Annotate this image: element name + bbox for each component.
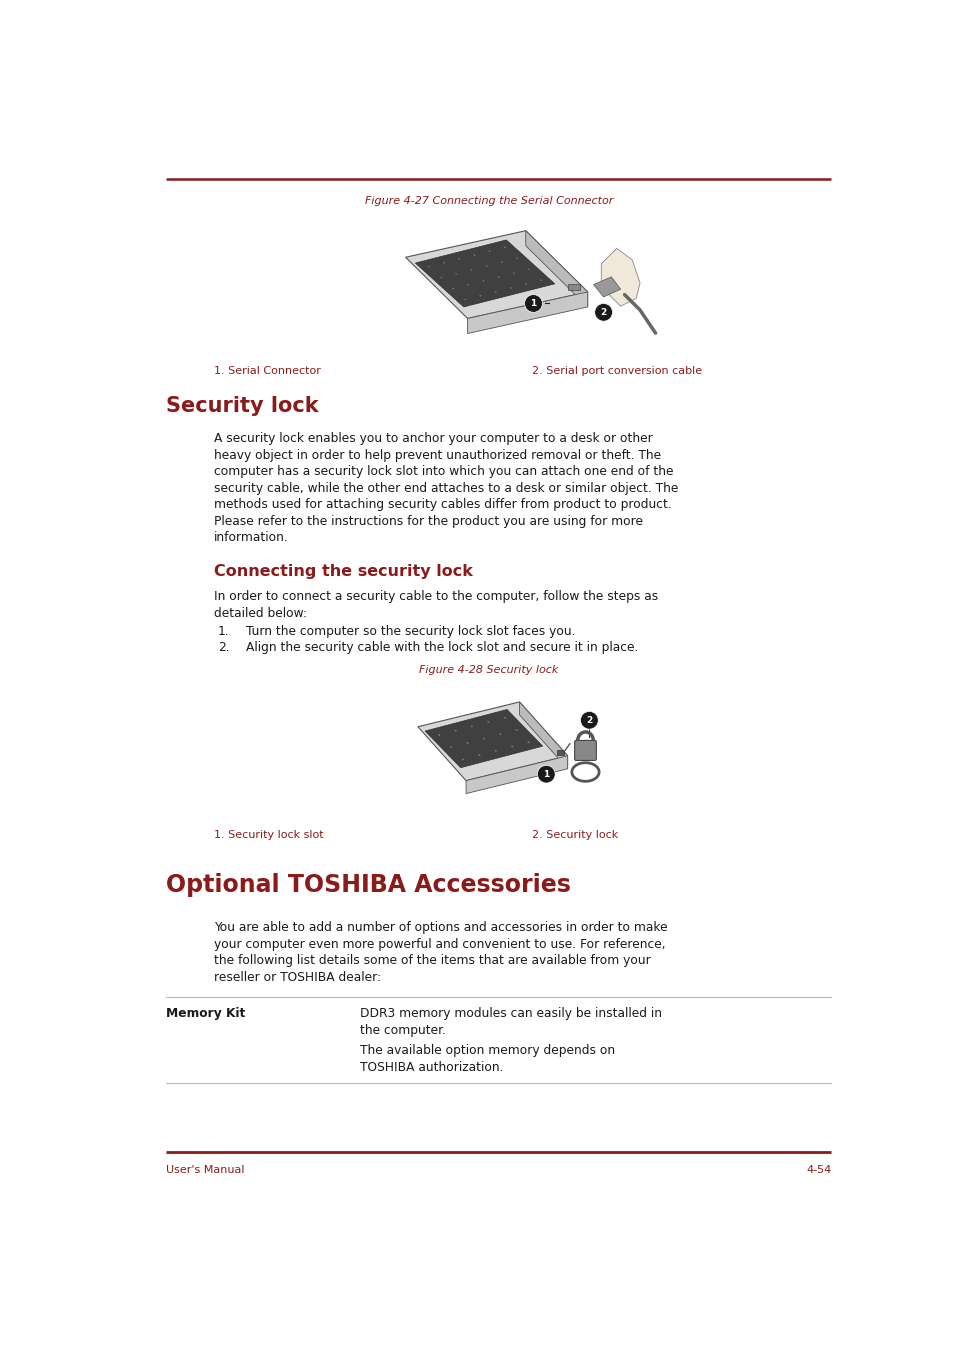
Text: heavy object in order to help prevent unauthorized removal or theft. The: heavy object in order to help prevent un… (213, 449, 660, 461)
Text: Optional TOSHIBA Accessories: Optional TOSHIBA Accessories (166, 873, 570, 897)
Text: the following list details some of the items that are available from your: the following list details some of the i… (213, 954, 650, 967)
Text: 4-54: 4-54 (805, 1165, 831, 1176)
Polygon shape (467, 292, 587, 334)
Polygon shape (519, 702, 567, 769)
Text: security cable, while the other end attaches to a desk or similar object. The: security cable, while the other end atta… (213, 482, 678, 495)
Text: In order to connect a security cable to the computer, follow the steps as: In order to connect a security cable to … (213, 590, 658, 603)
Text: 1. Security lock slot: 1. Security lock slot (213, 830, 323, 841)
Polygon shape (593, 277, 620, 297)
Text: Security lock: Security lock (166, 397, 318, 416)
Text: Connecting the security lock: Connecting the security lock (213, 564, 472, 578)
FancyBboxPatch shape (574, 741, 596, 760)
Polygon shape (425, 709, 542, 768)
Text: 2. Security lock: 2. Security lock (531, 830, 618, 841)
Text: 1: 1 (542, 769, 549, 779)
FancyBboxPatch shape (557, 751, 563, 756)
Text: Figure 4-28 Security lock: Figure 4-28 Security lock (418, 664, 558, 675)
Text: A security lock enables you to anchor your computer to a desk or other: A security lock enables you to anchor yo… (213, 432, 652, 445)
Text: Please refer to the instructions for the product you are using for more: Please refer to the instructions for the… (213, 515, 642, 527)
Text: methods used for attaching security cables differ from product to product.: methods used for attaching security cabl… (213, 498, 671, 511)
Text: Memory Kit: Memory Kit (166, 1007, 245, 1021)
Polygon shape (525, 231, 587, 307)
Text: Turn the computer so the security lock slot faces you.: Turn the computer so the security lock s… (246, 624, 576, 638)
FancyBboxPatch shape (567, 284, 579, 291)
Text: DDR3 memory modules can easily be installed in: DDR3 memory modules can easily be instal… (359, 1007, 660, 1021)
Text: computer has a security lock slot into which you can attach one end of the: computer has a security lock slot into w… (213, 465, 673, 479)
Text: 2: 2 (586, 716, 592, 725)
Text: reseller or TOSHIBA dealer:: reseller or TOSHIBA dealer: (213, 971, 380, 983)
Circle shape (579, 712, 598, 729)
Circle shape (537, 765, 555, 783)
Polygon shape (466, 756, 567, 794)
Text: Figure 4-27 Connecting the Serial Connector: Figure 4-27 Connecting the Serial Connec… (364, 196, 613, 206)
Text: the computer.: the computer. (359, 1024, 445, 1037)
Text: 2: 2 (599, 308, 606, 317)
Text: User's Manual: User's Manual (166, 1165, 244, 1176)
Text: information.: information. (213, 531, 288, 545)
Circle shape (594, 304, 612, 321)
Text: your computer even more powerful and convenient to use. For reference,: your computer even more powerful and con… (213, 937, 665, 951)
Polygon shape (405, 231, 587, 319)
Text: Align the security cable with the lock slot and secure it in place.: Align the security cable with the lock s… (246, 642, 639, 654)
Polygon shape (600, 249, 639, 307)
Text: TOSHIBA authorization.: TOSHIBA authorization. (359, 1061, 502, 1073)
Text: 1: 1 (530, 299, 536, 308)
Text: 2. Serial port conversion cable: 2. Serial port conversion cable (531, 366, 701, 375)
Text: detailed below:: detailed below: (213, 607, 307, 620)
Text: 1. Serial Connector: 1. Serial Connector (213, 366, 320, 375)
Text: 1.: 1. (217, 624, 229, 638)
Text: The available option memory depends on: The available option memory depends on (359, 1044, 614, 1057)
Polygon shape (417, 702, 567, 780)
Text: 2.: 2. (217, 642, 229, 654)
Polygon shape (415, 239, 555, 307)
Text: You are able to add a number of options and accessories in order to make: You are able to add a number of options … (213, 921, 667, 933)
Circle shape (524, 295, 542, 312)
